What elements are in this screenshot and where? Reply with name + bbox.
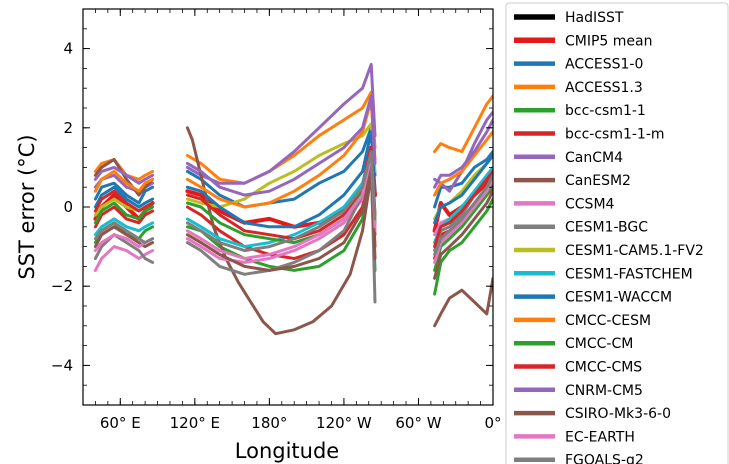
series-line-7-seg-0 (93, 158, 155, 197)
legend-entry-label: ACCESS1.3 (565, 80, 643, 96)
legend-entry-label: ACCESS1-0 (565, 57, 643, 73)
series-line-16-seg-2 (433, 118, 493, 189)
legend-entry-label: CanESM2 (565, 173, 631, 189)
series-line-2-seg-0 (93, 181, 155, 205)
legend-entry-label: FGOALS-g2 (565, 453, 644, 464)
series-line-13-seg-0 (93, 169, 155, 193)
series-line-15-seg-2 (433, 169, 493, 249)
series-line-7-seg-1 (185, 126, 377, 336)
x-tick-label: 120° W (316, 414, 372, 432)
series-line-3-seg-1 (185, 90, 377, 185)
legend-entry-label: bcc-csm1-1-m (565, 127, 665, 143)
legend-entry-label: CNRM-CM5 (565, 383, 643, 399)
legend-entry-label: CCSM4 (565, 196, 615, 212)
legend-entry-label: CMCC-CMS (565, 360, 642, 376)
y-axis-label: SST error (°C) (15, 134, 39, 279)
series-line-19-seg-0 (93, 221, 155, 245)
series-line-13-seg-2 (433, 130, 493, 197)
y-tick-label: 4 (63, 40, 73, 58)
series-line-19-seg-2 (433, 173, 493, 256)
x-tick-label: 120° E (170, 414, 220, 432)
series-line-9-seg-0 (93, 233, 155, 264)
y-tick-label: −4 (51, 356, 73, 374)
legend-entry-label: CESM1-BGC (565, 220, 648, 236)
plot-area (93, 62, 493, 336)
y-tick-label: 2 (63, 119, 73, 137)
series-line-2-seg-2 (433, 150, 493, 209)
series-line-18-seg-1 (185, 154, 377, 260)
series-line-15-seg-0 (93, 189, 155, 213)
y-tick-label: −2 (51, 277, 73, 295)
series-line-16-seg-1 (185, 94, 377, 197)
series-line-8-seg-0 (93, 245, 155, 272)
legend-entry-label: bcc-csm1-1 (565, 103, 646, 119)
series-line-14-seg-0 (93, 201, 155, 225)
x-tick-label: 60° W (395, 414, 441, 432)
x-axis-label: Longitude (235, 439, 339, 463)
legend-box (505, 2, 729, 464)
legend-entry-label: CESM1-FASTCHEM (565, 266, 693, 282)
x-tick-label: 0° (484, 414, 501, 432)
legend-entry-label: CMCC-CM (565, 336, 633, 352)
x-tick-label: 60° E (100, 414, 141, 432)
series-line-17-seg-2 (433, 189, 493, 280)
legend: HadISST CMIP5 mean ACCESS1-0 ACCESS1.3 bcc-c… (505, 2, 729, 464)
series-line-7-seg-2 (433, 276, 493, 328)
series-line-2-seg-1 (185, 126, 377, 209)
series-line-12-seg-2 (433, 154, 493, 225)
series-line-19-seg-1 (185, 150, 377, 253)
series-line-4-seg-2 (433, 197, 493, 296)
series-line-16-seg-0 (93, 165, 155, 185)
axes: 60° E 120° E 180° 120° W 60° W 0° 4 2 0 −2 −4 (51, 8, 502, 432)
legend-entry-label: CanCM4 (565, 150, 623, 166)
series-line-17-seg-1 (185, 165, 377, 272)
series-line-10-seg-1 (185, 122, 377, 209)
legend-entry-label: HadISST (565, 10, 624, 26)
legend-entry-label: CMCC-CESM (565, 313, 651, 329)
series-line-17-seg-0 (93, 225, 155, 249)
series-line-12-seg-1 (185, 130, 377, 229)
series-line-12-seg-0 (93, 185, 155, 209)
legend-entry-label: CMIP5 mean (565, 33, 653, 49)
series-line-11-seg-0 (93, 217, 155, 237)
legend-entry-label: CSIRO-Mk3-6-0 (565, 406, 671, 422)
legend-entry-label: CESM1-WACCM (565, 290, 672, 306)
series-line-5-seg-0 (93, 205, 155, 229)
series-line-3-seg-2 (433, 94, 493, 154)
x-tick-label: 180° (251, 414, 287, 432)
legend-entry-label: EC-EARTH (565, 429, 635, 445)
y-tick-label: 0 (63, 198, 73, 216)
legend-entry-label: CESM1-CAM5.1-FV2 (565, 243, 704, 259)
